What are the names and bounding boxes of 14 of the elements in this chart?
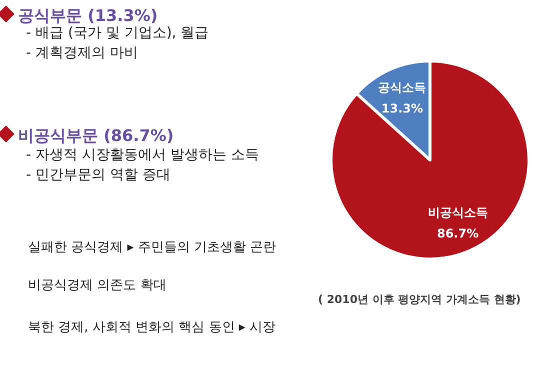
text: 비공식경제 의존도 확대 [28,277,166,294]
text: 북한 경제, 사회적 변화의 핵심 동인 ▸ 시장 [28,319,276,336]
data-label: 86.7% [436,226,479,241]
text: - 배급 (국가 및 기업소), 월급 [26,24,209,42]
text: 공식부문 (13.3%) [18,6,158,26]
slice-label: 공식소득 [378,80,426,94]
text: - 민간부문의 역할 증대 [26,166,170,184]
text: ( 2010년 이후 평양지역 가계소득 현황) [318,292,521,307]
data-label: 13.3% [381,101,424,116]
slice-label: 비공식소득 [428,206,488,220]
text: - 계획경제의 마비 [26,44,138,62]
text: - 자생적 시장활동에서 발생하는 소득 [26,146,259,164]
text: 비공식부문 (86.7%) [18,126,174,147]
text: 실패한 공식경제 ▸ 주민들의 기초생활 곤란 [28,239,276,256]
